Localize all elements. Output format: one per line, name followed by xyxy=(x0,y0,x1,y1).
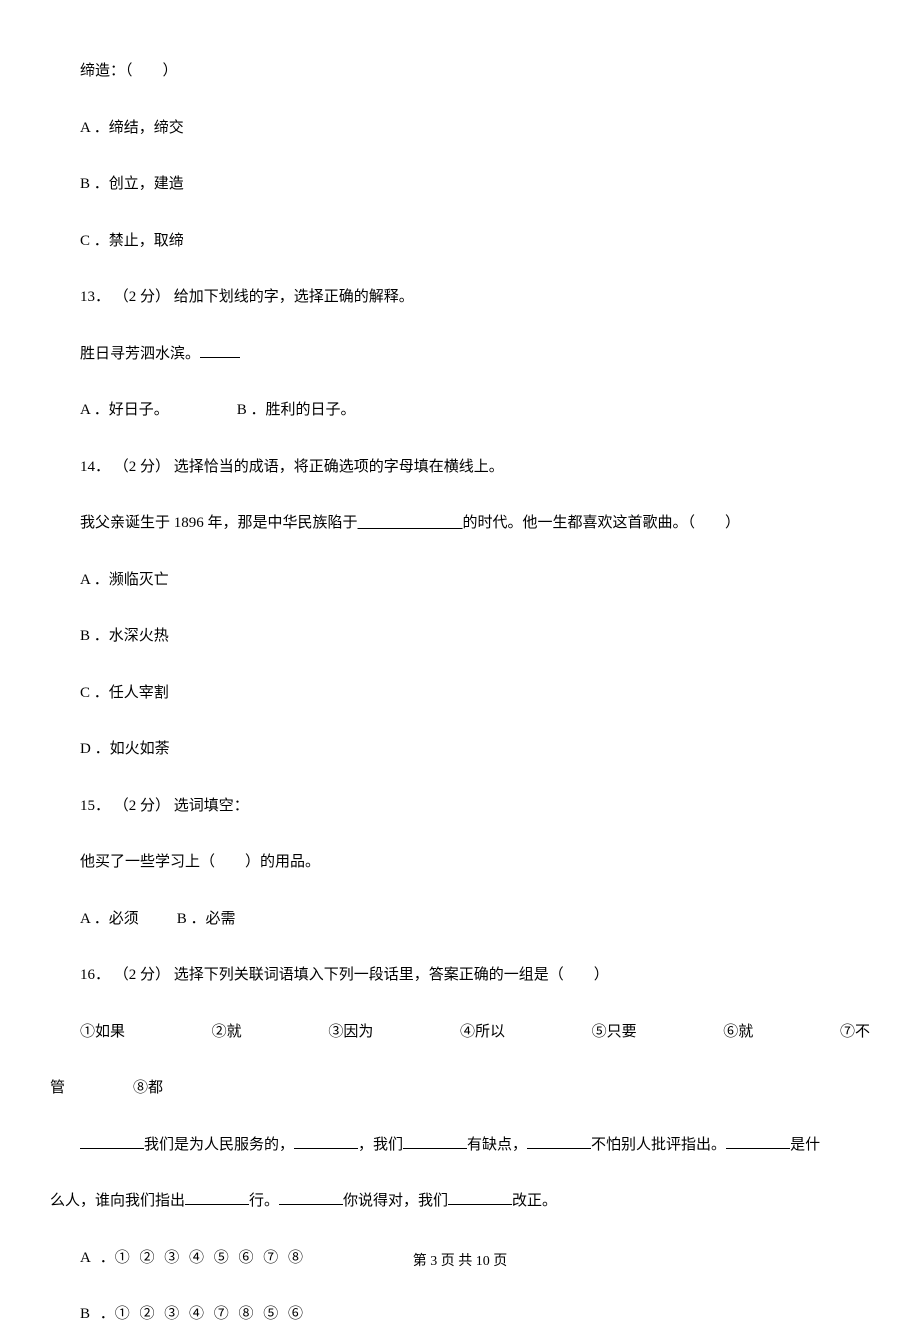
blank xyxy=(279,1190,343,1205)
q14-option-b: B ．水深火热 xyxy=(50,625,870,648)
blank xyxy=(200,343,240,358)
q12-prompt: 缔造：（ ） xyxy=(50,60,870,83)
s8: 你说得对，我们 xyxy=(343,1193,448,1209)
q16-word-5: ⑤只要 xyxy=(592,1021,637,1044)
q15-option-b: B ．必需 xyxy=(177,911,236,927)
q13-option-b: B ．胜利的日子。 xyxy=(237,402,356,418)
q16-word-bank-row2: 管 ⑧都 xyxy=(50,1077,870,1100)
q12-option-b: B ．创立，建造 xyxy=(50,173,870,196)
q14-option-a: A ．濒临灭亡 xyxy=(50,569,870,592)
q14-header: 14． （2 分） 选择恰当的成语，将正确选项的字母填在横线上。 xyxy=(50,456,870,479)
q16-word-1: ①如果 xyxy=(80,1021,125,1044)
q14-option-c: C ．任人宰割 xyxy=(50,682,870,705)
q16-header: 16． （2 分） 选择下列关联词语填入下列一段话里，答案正确的一组是（ ） xyxy=(50,964,870,987)
q13-option-a: A ．好日子。 xyxy=(80,402,169,418)
q16-word-4: ④所以 xyxy=(460,1021,505,1044)
q16-word-6: ⑥就 xyxy=(723,1021,753,1044)
q15-header: 15． （2 分） 选词填空： xyxy=(50,795,870,818)
s2: ，我们 xyxy=(358,1137,403,1153)
blank xyxy=(403,1134,467,1149)
q13-header: 13． （2 分） 给加下划线的字，选择正确的解释。 xyxy=(50,286,870,309)
q16-word-8: ⑧都 xyxy=(133,1080,163,1096)
s5: 是什 xyxy=(790,1137,820,1153)
blank xyxy=(527,1134,591,1149)
s1: 我们是为人民服务的， xyxy=(144,1137,294,1153)
blank xyxy=(294,1134,358,1149)
s7: 行。 xyxy=(249,1193,279,1209)
document-page: 缔造：（ ） A ．缔结，缔交 B ．创立，建造 C ．禁止，取缔 13． （2… xyxy=(0,0,920,1326)
q16-word-3: ③因为 xyxy=(328,1021,373,1044)
s4: 不怕别人批评指出。 xyxy=(591,1137,726,1153)
q13-stem: 胜日寻芳泗水滨。 xyxy=(50,343,870,366)
q16-sentence-line2: 么人，谁向我们指出 行。 你说得对，我们 改正。 xyxy=(50,1190,870,1213)
q14-stem: 我父亲诞生于 1896 年，那是中华民族陷于 的时代。他一生都喜欢这首歌曲。（ … xyxy=(50,512,870,535)
q16-word-2: ②就 xyxy=(212,1021,242,1044)
q12-option-c: C ．禁止，取缔 xyxy=(50,230,870,253)
q16-word-bank-row1: ①如果 ②就 ③因为 ④所以 ⑤只要 ⑥就 ⑦不 xyxy=(50,1021,870,1044)
q16-word-7b: 管 xyxy=(50,1080,65,1096)
q15-options: A ．必须 B ．必需 xyxy=(50,908,870,931)
q16-option-b: B ．① ② ③ ④ ⑦ ⑧ ⑤ ⑥ xyxy=(50,1303,870,1326)
page-footer: 第 3 页 共 10 页 xyxy=(0,1251,920,1272)
blank xyxy=(726,1134,790,1149)
q14-option-d: D ．如火如荼 xyxy=(50,738,870,761)
q14-blank xyxy=(358,515,463,531)
q14-stem-pre: 我父亲诞生于 1896 年，那是中华民族陷于 xyxy=(80,515,358,531)
s3: 有缺点， xyxy=(467,1137,527,1153)
s6: 么人，谁向我们指出 xyxy=(50,1193,185,1209)
q16-word-7: ⑦不 xyxy=(840,1021,870,1044)
q15-stem: 他买了一些学习上（ ）的用品。 xyxy=(50,851,870,874)
blank xyxy=(185,1190,249,1205)
blank xyxy=(80,1134,144,1149)
q13-stem-text: 胜日寻芳泗水滨。 xyxy=(80,346,200,362)
q12-option-a: A ．缔结，缔交 xyxy=(50,117,870,140)
q15-option-a: A ．必须 xyxy=(80,911,139,927)
q16-sentence-line1: 我们是为人民服务的， ，我们 有缺点， 不怕别人批评指出。 是什 xyxy=(50,1134,870,1157)
s9: 改正。 xyxy=(512,1193,557,1209)
q13-options: A ．好日子。 B ．胜利的日子。 xyxy=(50,399,870,422)
blank xyxy=(448,1190,512,1205)
q14-stem-post: 的时代。他一生都喜欢这首歌曲。（ ） xyxy=(463,515,741,531)
